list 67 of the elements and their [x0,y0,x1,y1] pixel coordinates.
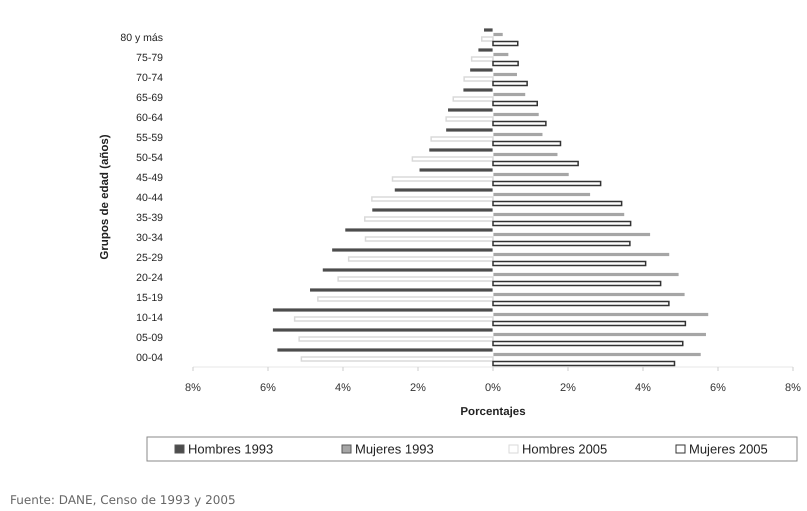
bar [430,136,494,142]
bar [492,300,670,306]
bar [348,256,494,262]
x-tick-label: 4% [635,382,652,394]
bar [364,216,494,222]
y-tick-label: 55-59 [136,132,164,144]
legend-label: Mujeres 2005 [689,442,768,456]
bar [492,360,676,366]
bar [463,76,494,82]
x-tick-label: 2% [560,382,576,394]
bar [492,240,631,246]
y-tick-label: 05-09 [136,332,164,344]
y-tick-label: 00-04 [136,352,164,364]
y-tick-label: 45-49 [136,172,164,184]
bar [492,40,518,46]
x-tick-label: 0% [485,382,502,394]
bar [492,120,547,126]
bar [492,320,686,326]
y-tick-label: 75-79 [136,52,164,64]
legend-label: Hombres 1993 [188,442,274,456]
bar [492,60,519,66]
y-tick-label: 25-29 [136,252,164,264]
y-tick-label: 65-69 [136,92,164,104]
bar [492,260,646,266]
bar [364,236,494,242]
bar [492,80,528,86]
bar [300,356,494,362]
bar [371,196,494,202]
bar [445,116,494,122]
x-tick-label: 8% [185,382,202,394]
y-tick-label: 20-24 [136,272,164,284]
y-tick-label: 10-14 [136,312,164,324]
bar [452,96,494,102]
bar [492,220,632,226]
bar [492,160,579,166]
x-tick-label: 4% [335,382,352,394]
y-tick-label: 30-34 [136,232,164,244]
bar [298,336,494,342]
x-tick-label: 8% [785,382,802,394]
y-tick-label: 80 y más [120,32,163,44]
y-tick-label: 40-44 [136,192,164,204]
bar [392,176,494,182]
bar [492,180,602,186]
source-note: Fuente: DANE, Censo de 1993 y 2005 [10,493,236,507]
y-axis-title: Grupos de edad (años) [99,134,111,260]
y-tick-label: 60-64 [136,112,164,124]
y-tick-label: 50-54 [136,152,164,164]
bar [337,276,494,282]
x-tick-label: 6% [710,382,726,394]
bar [317,296,494,302]
bar [470,56,494,62]
x-axis-title: Porcentajes [460,406,526,418]
bar [294,316,494,322]
bar [492,140,562,146]
x-tick-label: 6% [260,382,276,394]
legend-label: Hombres 2005 [522,442,608,456]
bar [492,100,538,106]
bar [481,36,494,42]
bar [492,200,622,206]
bar [412,156,494,162]
legend-label: Mujeres 1993 [355,442,434,456]
bar [492,280,662,286]
y-tick-label: 70-74 [136,72,164,84]
y-tick-label: 35-39 [136,212,164,224]
y-tick-label: 15-19 [136,292,164,304]
x-tick-label: 2% [410,382,426,394]
bar [492,340,684,346]
